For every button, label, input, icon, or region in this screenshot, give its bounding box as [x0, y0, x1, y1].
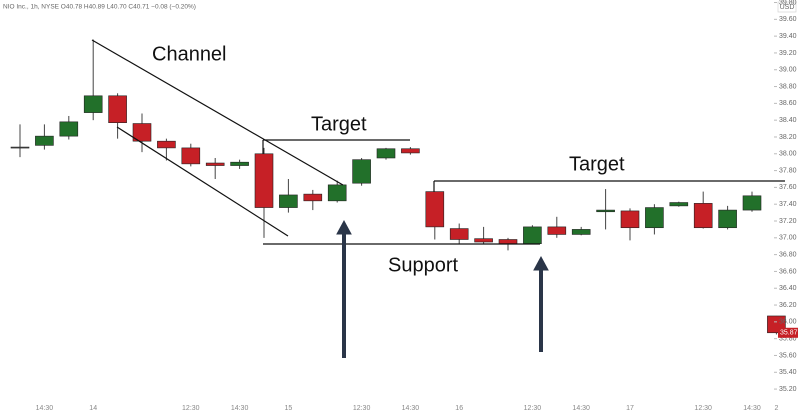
drawings: [91, 39, 785, 245]
y-tick-label: 37.60: [779, 184, 797, 191]
channel-lower: [116, 126, 289, 237]
x-tick-label: 14:30: [402, 405, 420, 412]
y-tick-label: 38.60: [779, 100, 797, 107]
candle-body: [59, 121, 79, 137]
y-tick-label: 36.80: [779, 251, 797, 258]
y-tick-label: 38.20: [779, 134, 797, 141]
annotation: Support: [388, 254, 458, 276]
candle-body: [352, 159, 371, 184]
y-tick-label: 37.20: [779, 218, 797, 225]
candle-body: [10, 146, 30, 149]
y-tick-label: 35.60: [779, 352, 797, 359]
x-tick-label: 12:30: [182, 405, 200, 412]
y-tick-label: 39.00: [779, 67, 797, 74]
arrow-head: [336, 219, 352, 235]
price-tag: [778, 327, 798, 338]
y-tick-label: 36.20: [779, 302, 797, 309]
arrow-head: [533, 255, 549, 271]
channel-upper: [91, 39, 344, 186]
arrows: [336, 219, 549, 358]
candle-body: [376, 148, 396, 159]
candle-body: [571, 229, 591, 235]
candle-body: [620, 210, 640, 229]
currency-box: [777, 1, 797, 13]
y-tick-label: 37.00: [779, 235, 797, 242]
y-tick-label: 38.40: [779, 117, 797, 124]
price-tag-label: 35.87: [780, 330, 798, 337]
candle-body: [693, 203, 713, 229]
currency: USD: [780, 4, 795, 11]
candle-body: [498, 239, 518, 244]
annotation: Target: [311, 113, 367, 135]
y-tick-label: 36.00: [779, 319, 797, 326]
x-tick-label: 14:30: [36, 405, 54, 412]
annotation: Target: [569, 153, 625, 175]
y-tick-label: 37.80: [779, 167, 797, 174]
x-tick-label: 2: [774, 405, 778, 412]
annotation: Channel: [152, 43, 227, 65]
y-tick-label: 39.80: [779, 0, 797, 6]
y-tick-label: 35.80: [779, 335, 797, 342]
candle-body: [181, 147, 201, 165]
x-tick-label: 14:30: [572, 405, 590, 412]
x-tick-label: 14:30: [231, 405, 249, 412]
candle-body: [303, 193, 323, 202]
y-tick-label: 38.00: [779, 151, 797, 158]
candle-body: [401, 148, 420, 154]
candle-body: [669, 202, 689, 207]
candle-body: [547, 226, 567, 235]
candle-body: [205, 162, 225, 166]
candles: [10, 39, 786, 335]
x-tick-label: 12:30: [353, 405, 371, 412]
y-tick-label: 39.40: [779, 33, 797, 40]
candle-body: [523, 226, 542, 244]
candle-body: [718, 209, 737, 229]
y-tick-label: 35.20: [779, 386, 797, 393]
candle-body: [596, 209, 615, 213]
y-tick-label: 39.60: [779, 16, 797, 23]
x-tick-label: 14: [89, 405, 97, 412]
y-tick-label: 39.20: [779, 50, 797, 57]
candle-body: [327, 184, 347, 202]
x-tick-label: 15: [285, 405, 293, 412]
y-tick-label: 36.60: [779, 268, 797, 275]
candle-body: [35, 135, 54, 146]
legend-text: NIO Inc., 1h, NYSE O40.78 H40.89 L40.70 …: [3, 4, 196, 11]
x-tick-label: 12:30: [524, 405, 542, 412]
x-tick-label: 12:30: [694, 405, 712, 412]
x-tick-label: 14:30: [743, 405, 761, 412]
candle-body: [449, 228, 469, 240]
y-tick-label: 38.80: [779, 83, 797, 90]
candle-body: [157, 140, 176, 149]
candle-body: [254, 153, 274, 208]
candle-body: [474, 238, 493, 243]
candle-body: [108, 95, 127, 123]
candle-body: [83, 95, 103, 113]
candle-body: [742, 195, 762, 211]
candle-body: [132, 123, 152, 142]
y-tick-label: 35.40: [779, 369, 797, 376]
candle-body: [425, 191, 445, 228]
x-tick-label: 16: [455, 405, 463, 412]
candle-body: [230, 161, 249, 166]
y-tick-label: 37.40: [779, 201, 797, 208]
x-tick-label: 17: [626, 405, 634, 412]
y-tick-label: 36.40: [779, 285, 797, 292]
candle-body: [279, 194, 298, 208]
candle-body: [645, 207, 664, 229]
